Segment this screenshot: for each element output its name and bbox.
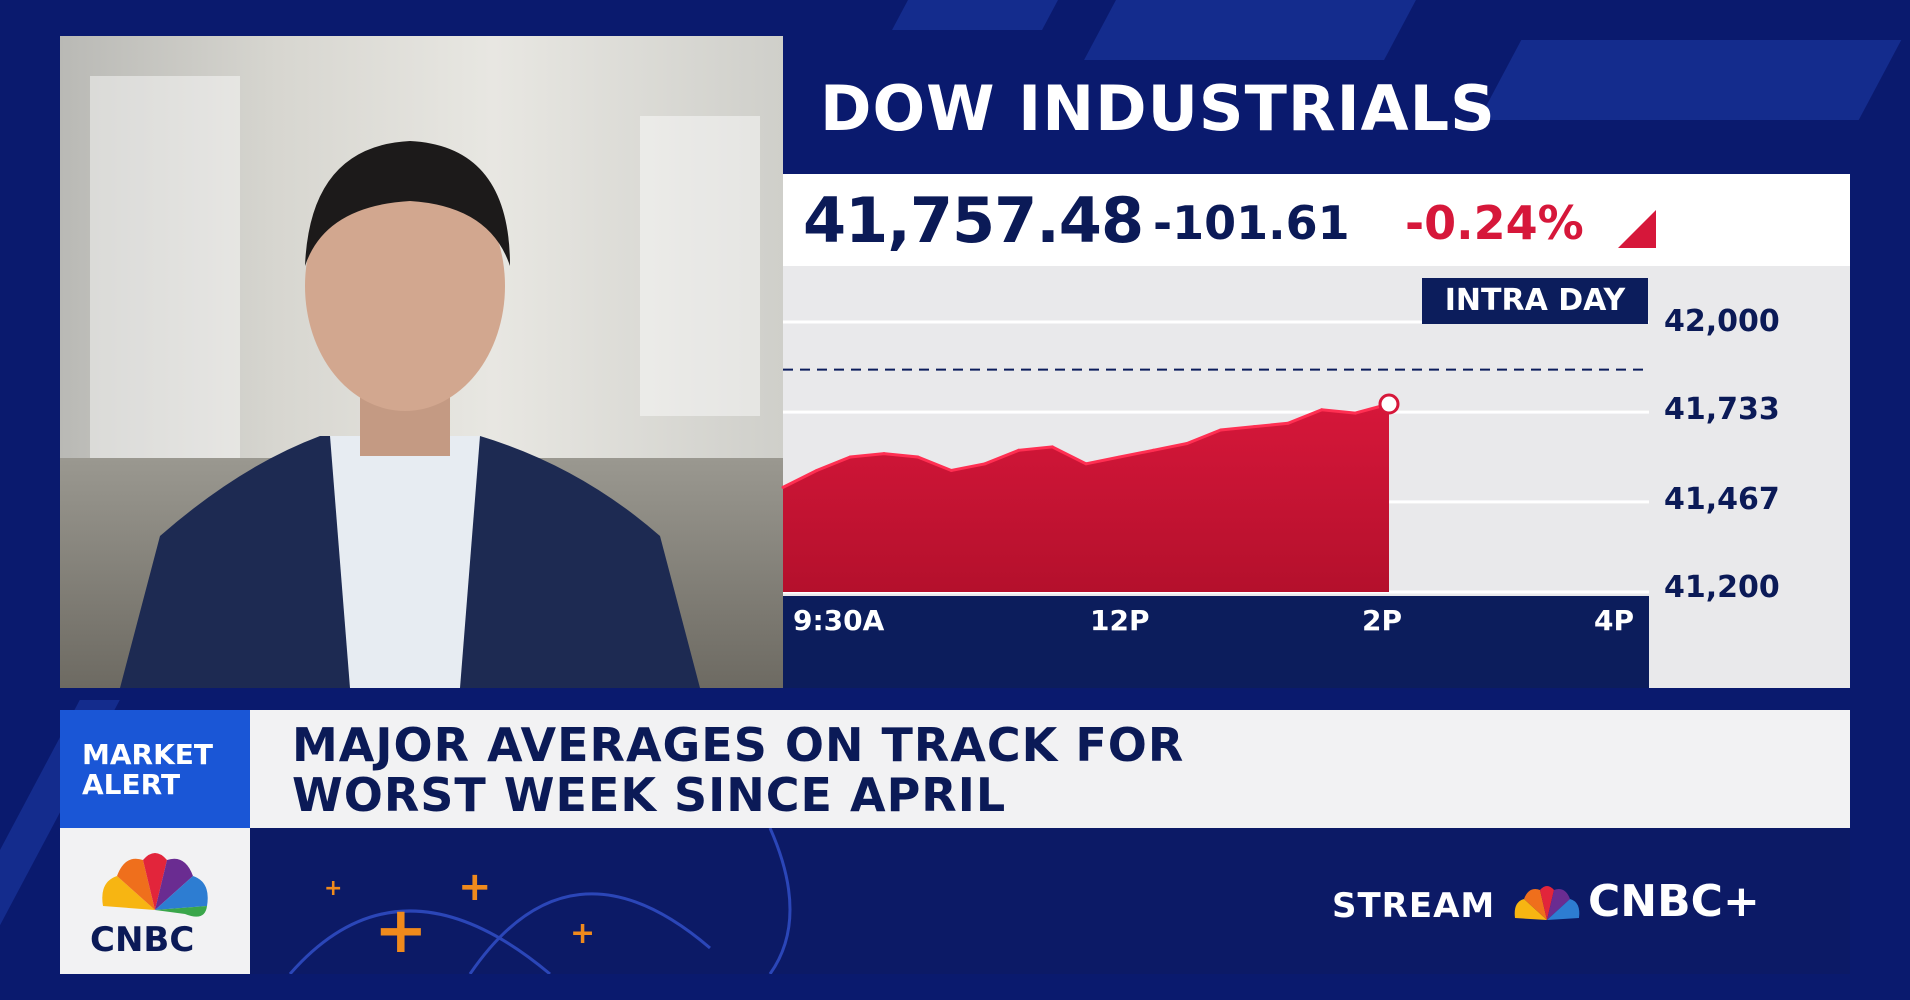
headline-line: MAJOR AVERAGES ON TRACK FOR <box>292 718 1185 772</box>
plus-decoration: + <box>570 916 596 951</box>
promo-decoration <box>288 828 792 974</box>
x-tick-label: 12P <box>1090 604 1150 637</box>
background-shard <box>1478 40 1902 120</box>
intraday-badge: INTRA DAY <box>1422 278 1648 324</box>
peacock-icon <box>102 853 208 917</box>
y-tick-label: 41,200 <box>1664 570 1780 605</box>
plus-decoration: + <box>458 864 492 910</box>
guest-silhouette <box>120 141 700 688</box>
headline-banner: MAJOR AVERAGES ON TRACK FOR WORST WEEK S… <box>250 710 1850 828</box>
alert-tag-line: MARKET <box>82 738 214 771</box>
x-tick-label: 2P <box>1362 604 1403 637</box>
x-axis-bar <box>783 596 1649 688</box>
cnbc-logo: CNBC <box>60 828 250 974</box>
window-light <box>90 76 240 496</box>
window-light <box>640 116 760 416</box>
background-shard <box>1084 0 1416 60</box>
background-shard <box>892 0 1058 30</box>
stream-label: STREAM <box>1332 886 1496 926</box>
y-tick-label: 41,467 <box>1664 482 1780 517</box>
x-tick-label: 9:30A <box>793 604 885 637</box>
cnbc-logo-text: CNBC <box>90 920 195 960</box>
peacock-icon <box>1514 886 1580 920</box>
index-price: 41,757.48 <box>803 184 1144 257</box>
point-change: -101.61 <box>1153 196 1350 250</box>
guest-video-feed <box>60 36 783 688</box>
plus-decoration: + <box>324 876 343 901</box>
x-tick-label: 4P <box>1594 604 1635 637</box>
down-arrow-icon <box>1618 210 1656 248</box>
quote-strip: 41,757.48 -101.61 -0.24% <box>783 174 1850 266</box>
stream-brand: CNBC+ <box>1588 876 1760 927</box>
market-alert-tag: MARKET ALERT <box>60 710 250 828</box>
plus-decoration: + <box>374 894 428 968</box>
promo-bar: + + + + STREAM CNBC+ <box>250 828 1850 974</box>
alert-tag-line: ALERT <box>82 768 181 801</box>
y-tick-label: 41,733 <box>1664 392 1780 427</box>
chart-title: DOW INDUSTRIALS <box>820 72 1496 145</box>
headline-line: WORST WEEK SINCE APRIL <box>292 768 1007 822</box>
y-tick-label: 42,000 <box>1664 304 1780 339</box>
percent-change: -0.24% <box>1405 196 1584 250</box>
